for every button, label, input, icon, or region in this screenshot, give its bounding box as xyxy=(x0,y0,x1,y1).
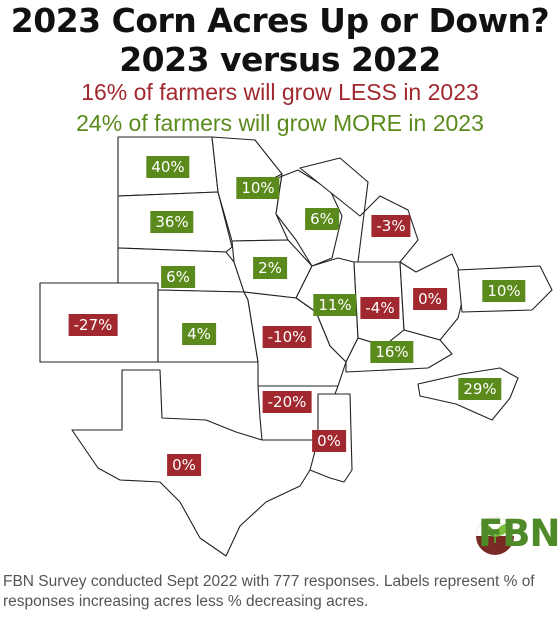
state-label-ky: 16% xyxy=(370,341,414,363)
state-label-wi: 6% xyxy=(305,208,339,230)
fbn-logo: FBN xyxy=(478,512,560,555)
state-label-mo: -10% xyxy=(262,326,312,348)
map-subtitle: 2023 versus 2022 xyxy=(119,40,441,79)
state-label-in: -4% xyxy=(360,297,400,319)
state-label-co: -27% xyxy=(68,314,118,336)
state-label-pa: 10% xyxy=(482,280,526,302)
state-label-nd: 40% xyxy=(146,156,190,178)
state-label-nc: 29% xyxy=(458,378,502,400)
sprout-icon xyxy=(476,517,514,555)
state-label-ar: -20% xyxy=(262,391,312,413)
state-label-il: 11% xyxy=(313,294,357,316)
state-label-mi: -3% xyxy=(371,215,411,237)
less-farmers-summary: 16% of farmers will grow LESS in 2023 xyxy=(81,79,479,105)
state-label-ms: 0% xyxy=(312,430,346,452)
state-label-tx: 0% xyxy=(167,454,201,476)
state-label-ks: 4% xyxy=(182,323,216,345)
state-label-mn: 10% xyxy=(236,177,280,199)
survey-footnote: FBN Survey conducted Sept 2022 with 777 … xyxy=(3,573,535,610)
state-map xyxy=(39,136,553,557)
more-farmers-summary: 24% of farmers will grow MORE in 2023 xyxy=(76,110,484,136)
state-label-ia: 2% xyxy=(253,257,287,279)
state-label-oh: 0% xyxy=(413,288,447,310)
map-title: 2023 Corn Acres Up or Down? xyxy=(10,1,550,40)
state-label-ne: 6% xyxy=(161,266,195,288)
state-label-sd: 36% xyxy=(150,211,194,233)
